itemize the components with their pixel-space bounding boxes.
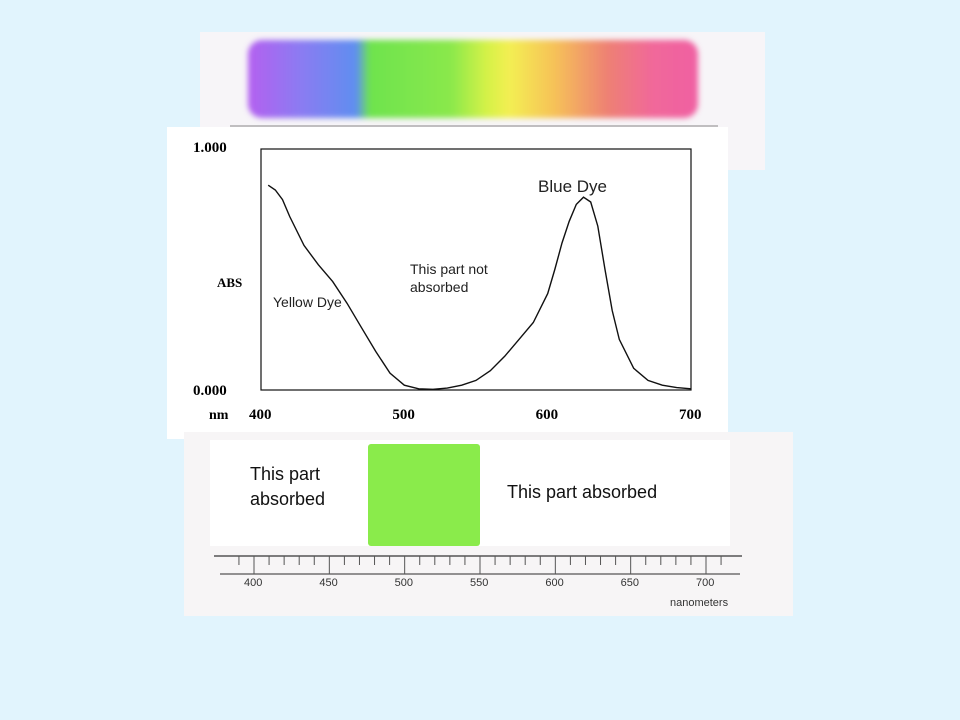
y-tick-max: 1.000 xyxy=(193,140,227,156)
absorbance-curve xyxy=(267,184,692,391)
scale-tick-label: 550 xyxy=(470,577,488,589)
scale-tick-label: 700 xyxy=(696,577,714,589)
absorbance-chart: 1.000 0.000 ABS nm 400 500 600 700 Blue Dye… xyxy=(167,127,728,439)
x-tick-labels: 400 500 600 700 xyxy=(249,407,702,423)
nanometer-scale: 400 450 500 550 600 650 700 nanometers xyxy=(214,555,742,609)
x-tick-label: 400 xyxy=(249,407,272,423)
left-absorbed-label: This part absorbed xyxy=(250,464,326,510)
spectrum-band xyxy=(248,40,698,118)
x-tick-label: 600 xyxy=(536,407,559,423)
absorption-summary: This part absorbed This part absorbed 40… xyxy=(184,432,793,616)
scale-tick-label: 500 xyxy=(395,577,413,589)
transmitted-green-band xyxy=(368,444,480,546)
spectrum-graphic xyxy=(230,40,718,127)
y-axis-label: ABS xyxy=(217,275,242,290)
x-tick-label: 700 xyxy=(679,407,702,423)
scale-unit-label: nanometers xyxy=(670,597,729,609)
x-tick-label: 500 xyxy=(392,407,415,423)
yellow-dye-label: Yellow Dye xyxy=(273,294,342,310)
not-absorbed-label: This part not absorbed xyxy=(410,261,488,296)
scale-tick-label: 650 xyxy=(621,577,639,589)
scale-ticks: 400 450 500 550 600 650 700 xyxy=(238,556,722,589)
scale-tick-label: 450 xyxy=(319,577,337,589)
plot-frame xyxy=(260,148,692,391)
scale-tick-label: 600 xyxy=(545,577,563,589)
scale-tick-label: 400 xyxy=(244,577,262,589)
blue-dye-label: Blue Dye xyxy=(538,177,607,196)
y-tick-min: 0.000 xyxy=(193,383,227,399)
absorbance-plot-svg: 1.000 0.000 ABS nm 400 500 600 700 xyxy=(193,140,702,423)
x-axis-label: nm xyxy=(209,408,229,423)
right-absorbed-label: This part absorbed xyxy=(507,482,658,502)
